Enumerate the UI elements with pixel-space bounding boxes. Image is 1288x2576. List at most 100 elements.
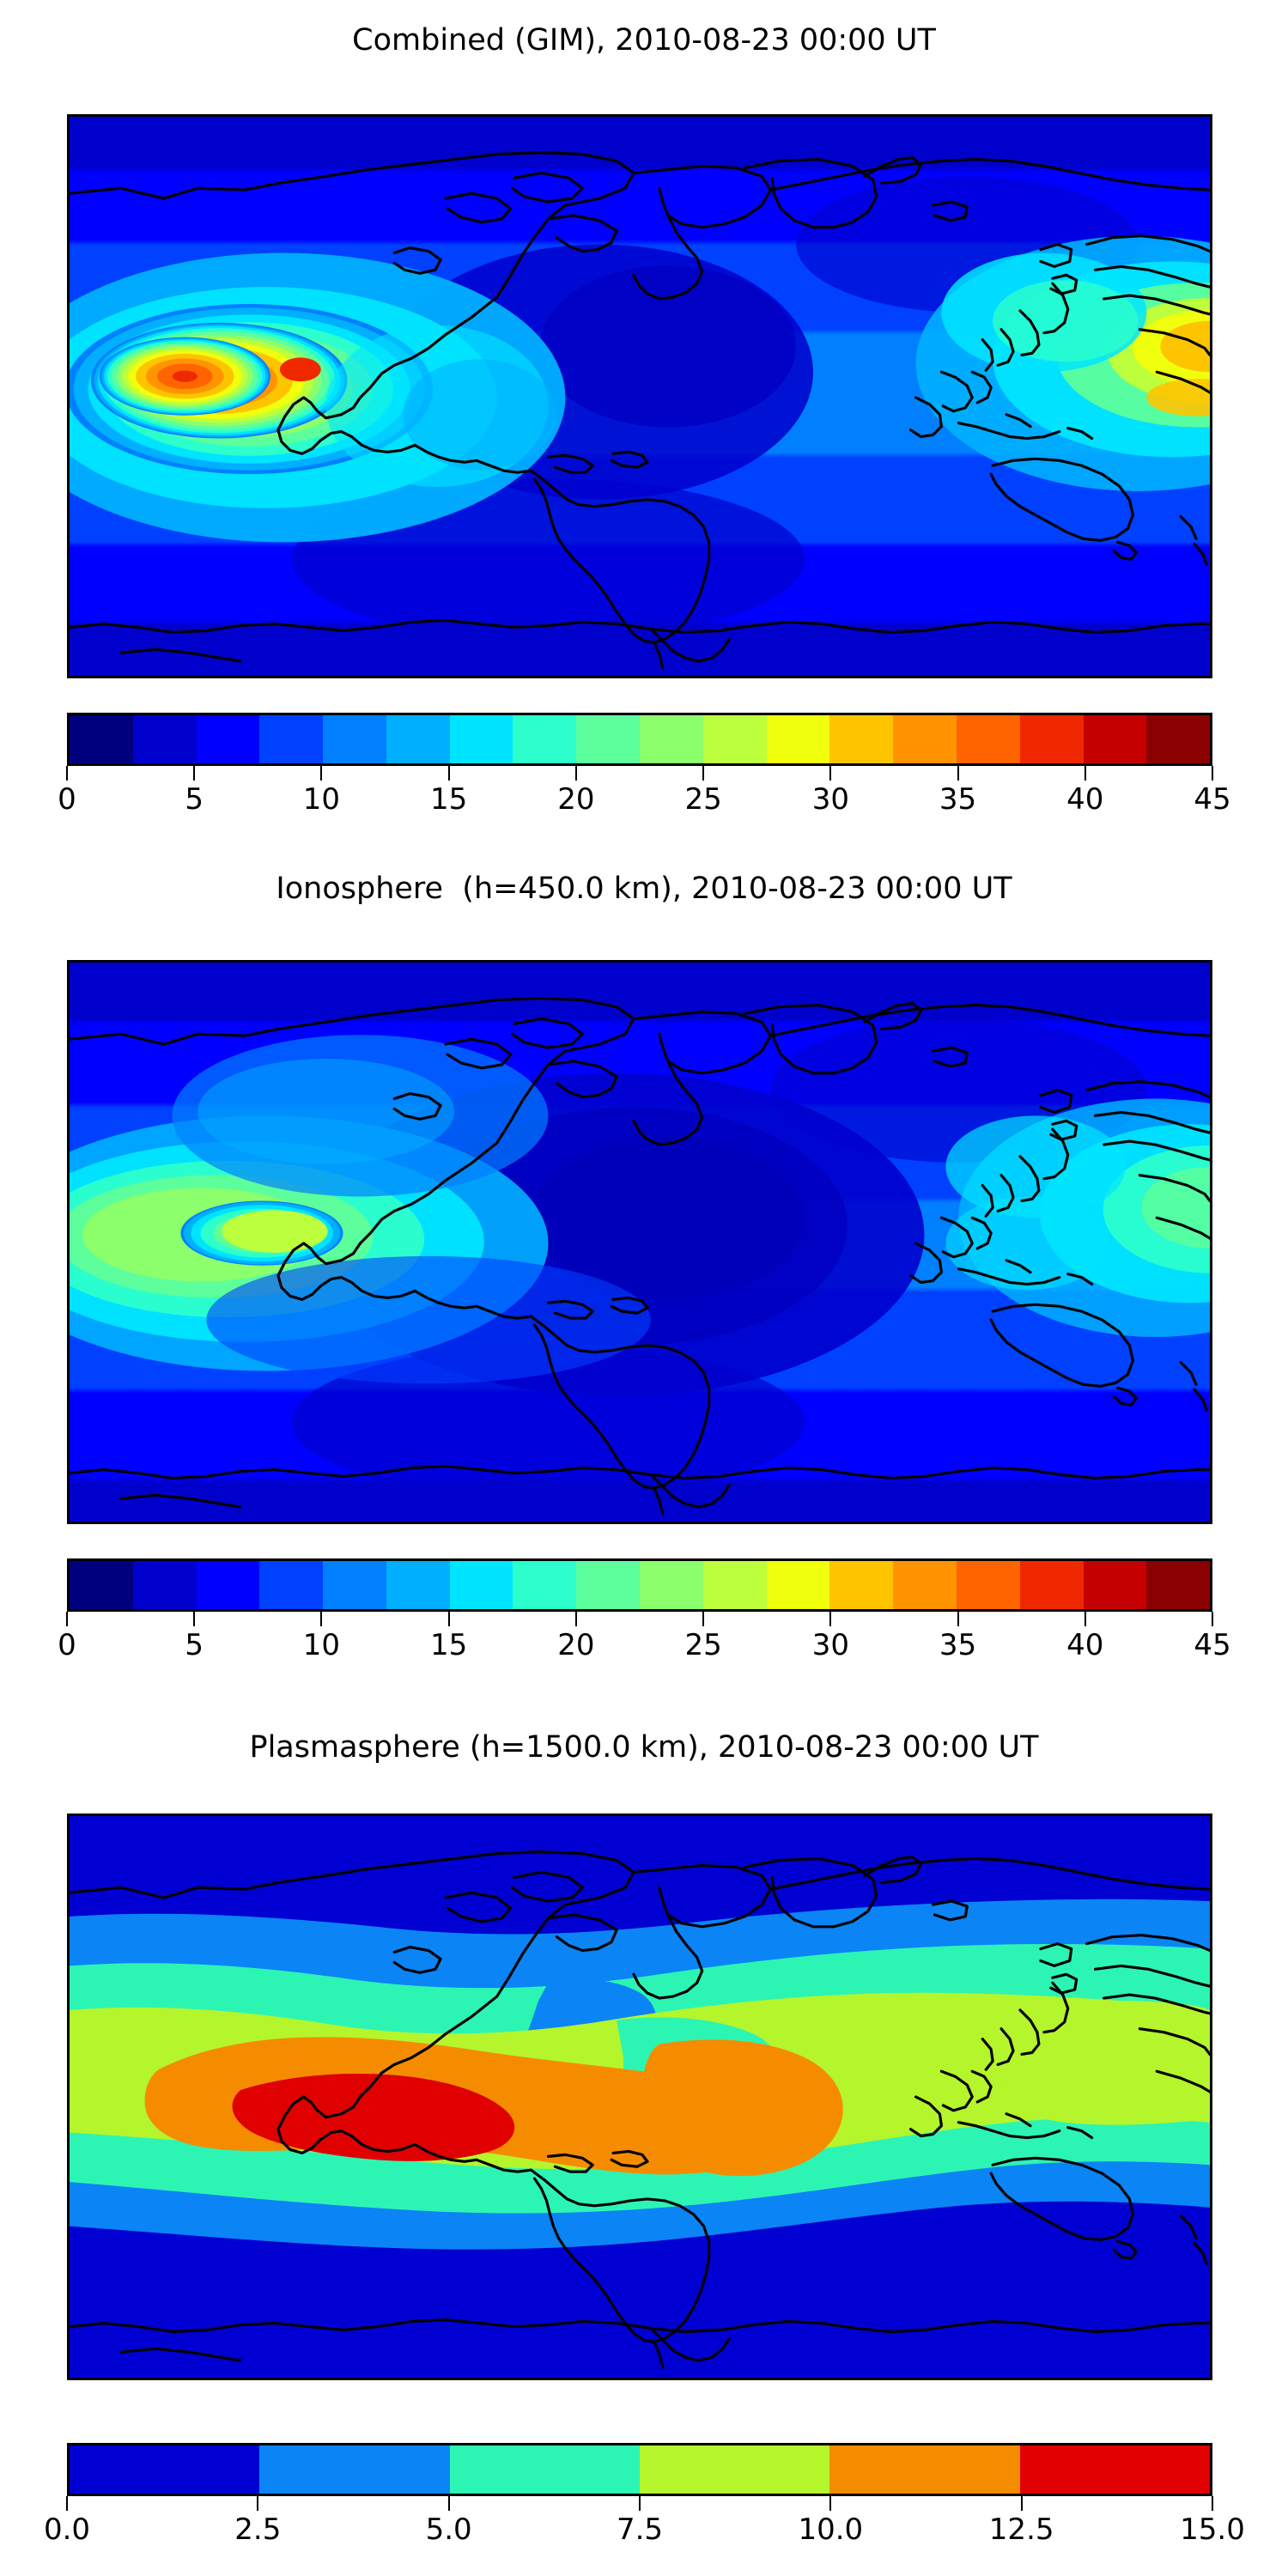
- colorbar-tick-9: [1212, 1612, 1213, 1626]
- colorbar-ionosphere-labels: 0 5 10 15 20 25 30 35 40 45: [58, 1628, 1230, 1670]
- colorbar-band-8: [576, 715, 641, 763]
- colorbar-tick-1: [257, 2496, 259, 2511]
- colorbar-band-4: [323, 715, 386, 763]
- colorbar-tick-5: [702, 1612, 705, 1626]
- colorbar-tick-5: [702, 766, 705, 781]
- colorbar-band-15: [1019, 1561, 1084, 1609]
- colorbar-band-13: [893, 1561, 957, 1609]
- panel-title-combined: Combined (GIM), 2010-08-23 00:00 UT: [352, 23, 936, 58]
- colorbar-tick-label-5: 25: [684, 782, 722, 817]
- colorbar-tick-label-3: 7.5: [616, 2512, 664, 2547]
- colorbar-combined-ticks: [66, 766, 1213, 785]
- colorbar-band-14: [956, 715, 1020, 763]
- colorbar-tick-label-5: 12.5: [988, 2512, 1054, 2547]
- colorbar-tick-label-3: 15: [430, 782, 468, 817]
- colorbar-plasmasphere-gradient: [67, 2443, 1212, 2496]
- colorbar-tick-label-6: 30: [811, 782, 849, 817]
- panel-ionosphere: Ionosphere (h=450.0 km), 2010-08-23 00:0…: [0, 874, 1288, 904]
- colorbar-band-10: [702, 715, 767, 763]
- colorbar-band-4: [829, 2445, 1020, 2494]
- colorbar-band-0: [70, 715, 133, 763]
- colorbar-tick-label-1: 2.5: [234, 2512, 282, 2547]
- colorbar-band-1: [132, 1561, 197, 1609]
- colorbar-tick-label-0: 0: [58, 782, 76, 817]
- colorbar-tick-9: [1212, 766, 1213, 781]
- colorbar-tick-4: [574, 766, 577, 781]
- colorbar-tick-label-9: 45: [1194, 1628, 1231, 1662]
- colorbar-ionosphere-ticks: [66, 1612, 1213, 1631]
- colorbar-tick-0: [66, 2496, 68, 2511]
- colorbar-band-6: [449, 1561, 513, 1609]
- colorbar-band-4: [323, 1561, 386, 1609]
- colorbar-tick-3: [639, 2496, 641, 2511]
- panel-title-plasmasphere: Plasmasphere (h=1500.0 km), 2010-08-23 0…: [249, 1730, 1039, 1765]
- colorbar-band-3: [639, 2445, 830, 2494]
- colorbar-band-17: [1146, 715, 1210, 763]
- colorbar-plasmasphere: 0.0 2.5 5.0 7.5 10.0 12.5 15.0: [44, 2443, 1245, 2555]
- colorbar-band-0: [70, 1561, 133, 1609]
- colorbar-tick-label-8: 40: [1066, 1628, 1104, 1662]
- colorbar-tick-1: [193, 1612, 196, 1626]
- colorbar-tick-label-2: 10: [302, 1628, 341, 1662]
- colorbar-band-2: [196, 715, 260, 763]
- colorbar-band-8: [576, 1561, 641, 1609]
- colorbar-plasmasphere-labels: 0.0 2.5 5.0 7.5 10.0 12.5 15.0: [44, 2512, 1245, 2555]
- colorbar-tick-label-6: 30: [811, 1628, 849, 1662]
- colorbar-band-12: [829, 715, 894, 763]
- colorbar-band-13: [893, 715, 957, 763]
- colorbar-band-5: [386, 1561, 450, 1609]
- panel-combined-gim: Combined (GIM), 2010-08-23 00:00 UT: [0, 26, 1288, 56]
- colorbar-tick-2: [320, 766, 323, 781]
- colorbar-tick-0: [66, 1612, 68, 1626]
- map-axes-ionosphere: [67, 960, 1212, 1524]
- colorbar-tick-1: [193, 766, 196, 781]
- colorbar-tick-label-8: 40: [1066, 782, 1104, 817]
- colorbar-plasmasphere-ticks: [66, 2496, 1213, 2515]
- colorbar-combined-gradient: [67, 713, 1212, 766]
- colorbar-tick-6: [1212, 2496, 1213, 2511]
- colorbar-tick-label-7: 35: [939, 782, 977, 817]
- colorbar-band-7: [513, 1561, 577, 1609]
- colorbar-band-1: [132, 715, 197, 763]
- colorbar-tick-2: [320, 1612, 323, 1626]
- colorbar-tick-label-6: 15.0: [1180, 2512, 1245, 2547]
- colorbar-tick-label-1: 5: [185, 782, 204, 817]
- colorbar-tick-6: [829, 1612, 832, 1626]
- colorbar-band-15: [1019, 715, 1084, 763]
- colorbar-tick-7: [957, 1612, 959, 1626]
- colorbar-band-9: [640, 715, 703, 763]
- panel-title-ionosphere: Ionosphere (h=450.0 km), 2010-08-23 00:0…: [276, 872, 1012, 906]
- map-axes-plasmasphere: [67, 1814, 1212, 2380]
- map-canvas-ionosphere: [70, 963, 1210, 1522]
- colorbar-tick-3: [447, 766, 450, 781]
- colorbar-band-10: [702, 1561, 767, 1609]
- colorbar-band-16: [1083, 1561, 1147, 1609]
- colorbar-combined-labels: 0 5 10 15 20 25 30 35 40 45: [58, 782, 1230, 824]
- colorbar-tick-4: [829, 2496, 832, 2511]
- map-canvas-plasmasphere: [70, 1816, 1210, 2378]
- colorbar-band-16: [1083, 715, 1147, 763]
- colorbar-tick-label-5: 25: [684, 1628, 722, 1662]
- colorbar-band-11: [766, 715, 830, 763]
- colorbar-tick-label-2: 5.0: [425, 2512, 472, 2547]
- colorbar-band-14: [956, 1561, 1020, 1609]
- colorbar-tick-label-2: 10: [302, 782, 341, 817]
- colorbar-band-3: [259, 1561, 324, 1609]
- colorbar-tick-8: [1084, 766, 1086, 781]
- colorbar-tick-label-9: 45: [1194, 782, 1231, 817]
- colorbar-band-2: [449, 2445, 640, 2494]
- colorbar-tick-label-1: 5: [185, 1628, 204, 1662]
- colorbar-tick-0: [66, 766, 68, 781]
- colorbar-tick-label-0: 0: [58, 1628, 76, 1662]
- colorbar-band-2: [196, 1561, 260, 1609]
- colorbar-tick-label-3: 15: [430, 1628, 468, 1662]
- colorbar-band-9: [640, 1561, 703, 1609]
- colorbar-tick-label-7: 35: [939, 1628, 977, 1662]
- colorbar-band-11: [766, 1561, 830, 1609]
- colorbar-tick-7: [957, 766, 959, 781]
- colorbar-tick-label-4: 20: [557, 1628, 595, 1662]
- colorbar-band-3: [259, 715, 324, 763]
- colorbar-band-0: [70, 2445, 260, 2494]
- colorbar-band-1: [259, 2445, 450, 2494]
